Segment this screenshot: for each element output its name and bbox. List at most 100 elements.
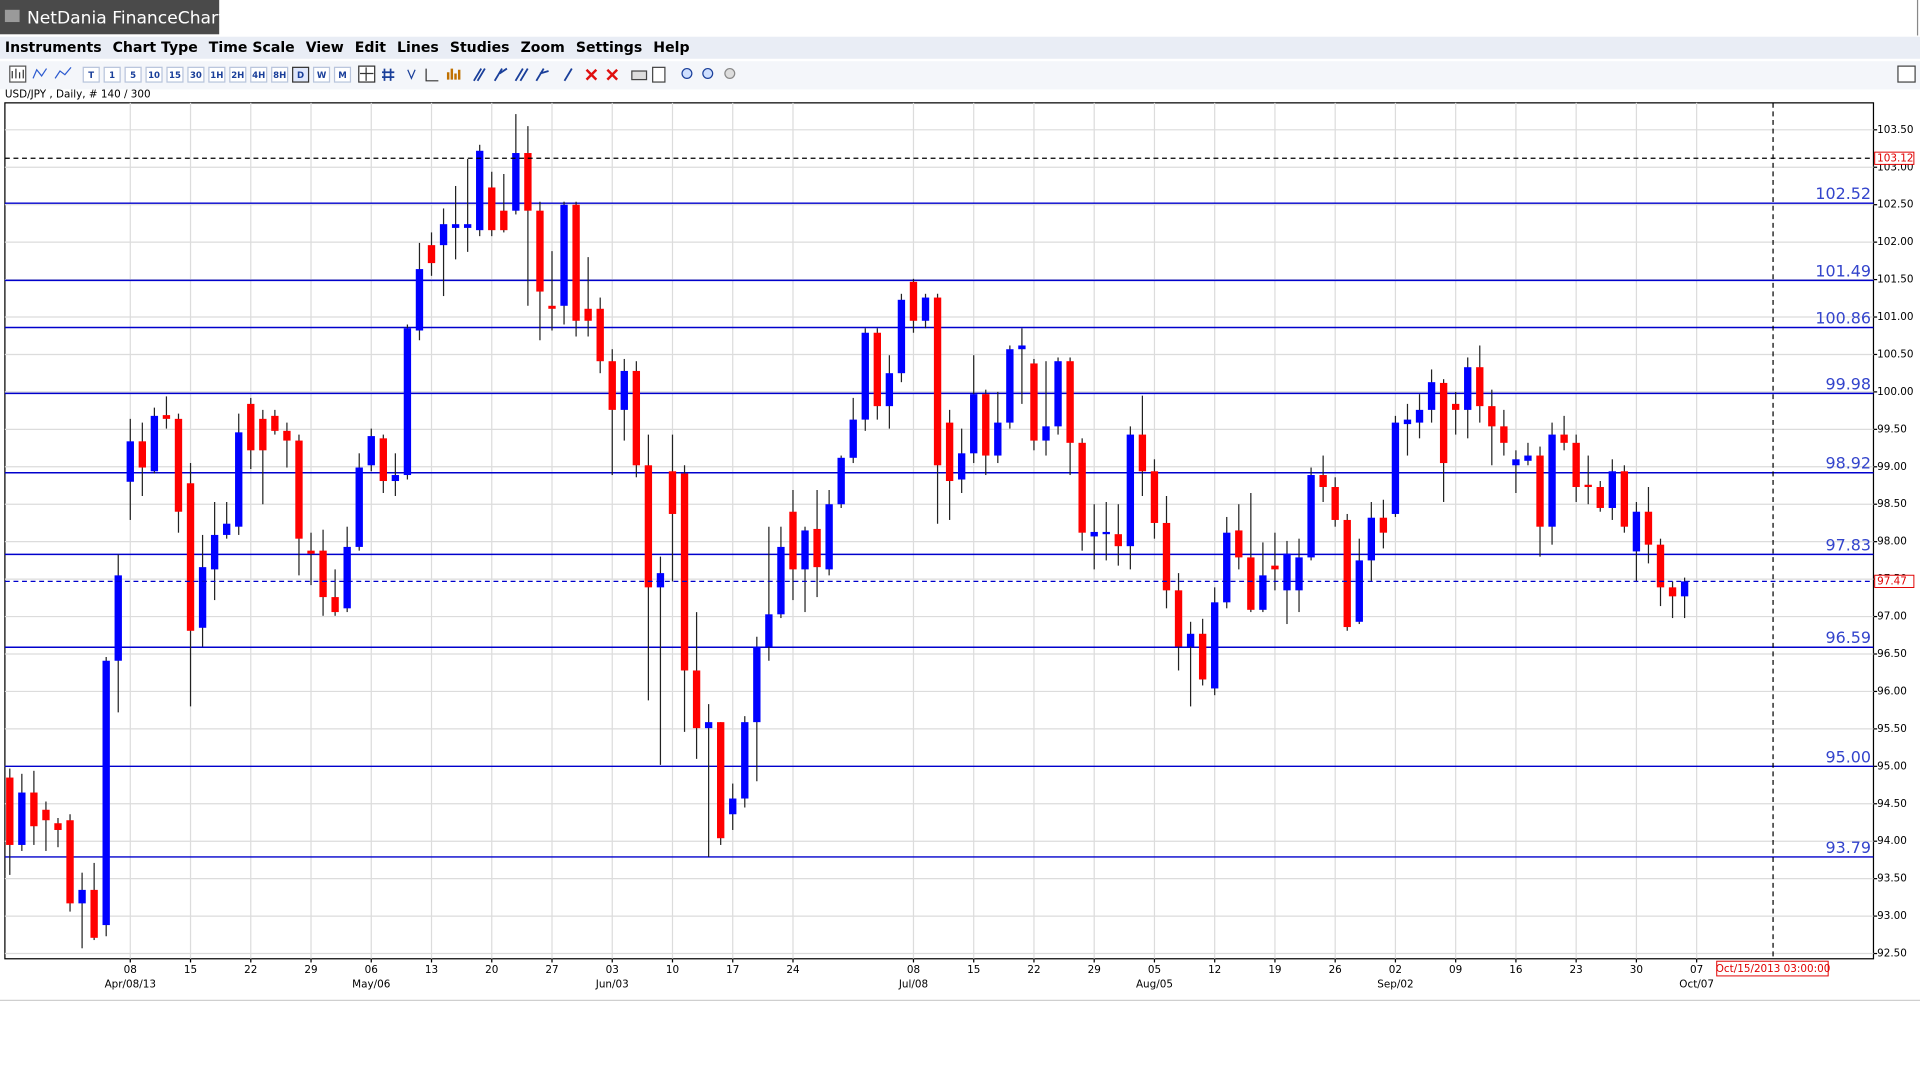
menu-item[interactable]: Help: [653, 40, 689, 56]
x-tick-label: 12: [1208, 964, 1221, 976]
tool-icon[interactable]: [563, 68, 573, 82]
candle-body: [1379, 517, 1388, 533]
tool-icon[interactable]: [1897, 65, 1916, 83]
tool-icon[interactable]: [473, 67, 549, 82]
timescale-label[interactable]: D: [297, 71, 304, 81]
candle-body: [668, 471, 677, 514]
timescale-button[interactable]: [187, 66, 205, 83]
timescale-button[interactable]: [292, 66, 310, 83]
x-tick-label: 22: [1027, 964, 1040, 976]
x-tick-label: 30: [1630, 964, 1643, 976]
timescale-button[interactable]: [312, 66, 331, 83]
timescale-label[interactable]: 8H: [273, 71, 286, 81]
timescale-label[interactable]: 15: [169, 71, 181, 81]
timescale-label[interactable]: T: [88, 71, 94, 81]
timescale-button[interactable]: [103, 66, 121, 83]
timescale-button[interactable]: [250, 66, 268, 83]
candle-body: [235, 432, 243, 527]
y-tick-label: 94.00: [1877, 835, 1907, 847]
y-tick-label: 103.50: [1877, 124, 1913, 136]
timescale-button[interactable]: [208, 66, 226, 83]
timescale-label[interactable]: M: [338, 71, 347, 81]
cursor-price-box: [1874, 151, 1915, 165]
menu-item[interactable]: Zoom: [521, 40, 565, 56]
candle-body: [741, 722, 749, 799]
tool-icon[interactable]: [382, 68, 395, 81]
timescale-label[interactable]: 5: [130, 71, 136, 81]
tool-icon[interactable]: [32, 68, 48, 79]
y-tick-label: 95.50: [1877, 723, 1907, 735]
candle-body: [488, 187, 496, 231]
candle-body: [1584, 484, 1592, 488]
menu-item[interactable]: Instruments: [5, 40, 102, 56]
tool-icon[interactable]: [702, 67, 714, 79]
candle-body: [1572, 442, 1580, 488]
menu-item[interactable]: Lines: [397, 40, 439, 56]
candle-body: [1415, 409, 1424, 423]
tool-icon[interactable]: [631, 70, 648, 81]
candle-body: [30, 792, 38, 827]
candle-body: [1403, 419, 1412, 425]
title-bar: [0, 0, 1920, 36]
menu-item[interactable]: Edit: [355, 40, 387, 56]
tool-icon[interactable]: [585, 68, 598, 81]
y-tick-label: 100.00: [1877, 386, 1913, 398]
timescale-button[interactable]: [271, 66, 289, 83]
tool-icon[interactable]: [407, 69, 416, 80]
menu-item[interactable]: Settings: [576, 40, 642, 56]
timescale-label[interactable]: 30: [190, 71, 202, 81]
timescale-label[interactable]: 2H: [231, 71, 244, 81]
menu-item[interactable]: Studies: [450, 40, 510, 56]
candle-body: [608, 361, 616, 410]
timescale-label[interactable]: W: [317, 71, 327, 81]
tool-icon[interactable]: [724, 67, 736, 79]
candle-body: [1006, 349, 1014, 423]
timescale-button[interactable]: [333, 66, 352, 83]
x-tick-label: 15: [184, 964, 197, 976]
tool-icon[interactable]: [446, 68, 461, 80]
timescale-label[interactable]: 10: [148, 71, 160, 81]
timescale-button[interactable]: [145, 66, 163, 83]
tool-icon[interactable]: [9, 65, 27, 83]
candle-body: [500, 210, 508, 231]
candle-body: [1186, 633, 1195, 647]
candle-body: [1319, 475, 1327, 488]
menu-item[interactable]: View: [306, 40, 344, 56]
title-tab: [0, 0, 220, 35]
x-tick-label: 09: [1449, 964, 1462, 976]
tool-icon[interactable]: [681, 67, 693, 79]
last-price-label: 97.47: [1877, 575, 1907, 587]
x-tick-label: 26: [1329, 964, 1342, 976]
candle-body: [1126, 434, 1135, 547]
tool-icon[interactable]: [360, 67, 374, 81]
menu-bar: [0, 36, 1920, 59]
candle-body: [548, 305, 556, 309]
timescale-button[interactable]: [82, 66, 100, 83]
candle-body: [717, 722, 725, 839]
timescale-label[interactable]: 4H: [252, 71, 265, 81]
x-period-label: Oct/07: [1679, 978, 1714, 990]
tool-icon[interactable]: [606, 68, 619, 81]
candle-body: [223, 523, 231, 535]
candle-body: [331, 597, 339, 613]
timescale-button[interactable]: [229, 66, 247, 83]
last-price-box: [1874, 574, 1915, 588]
plot-area: [4, 102, 1875, 960]
candle-body: [945, 422, 954, 482]
tool-icon[interactable]: [425, 68, 439, 82]
tool-icon[interactable]: [11, 68, 24, 79]
timescale-label[interactable]: 1H: [210, 71, 223, 81]
menu-item[interactable]: Time Scale: [209, 40, 295, 56]
y-tick-label: 96.00: [1877, 685, 1907, 697]
candle-body: [536, 210, 544, 292]
tool-icon[interactable]: [54, 66, 72, 79]
timescale-button[interactable]: [124, 66, 142, 83]
x-tick-label: 17: [726, 964, 739, 976]
menu-item[interactable]: Chart Type: [113, 40, 198, 56]
candle-body: [90, 889, 98, 938]
candle-body: [1295, 557, 1303, 591]
tool-icon[interactable]: [652, 66, 666, 83]
candle-body: [777, 546, 785, 615]
timescale-button[interactable]: [166, 66, 184, 83]
timescale-label[interactable]: 1: [109, 71, 115, 81]
